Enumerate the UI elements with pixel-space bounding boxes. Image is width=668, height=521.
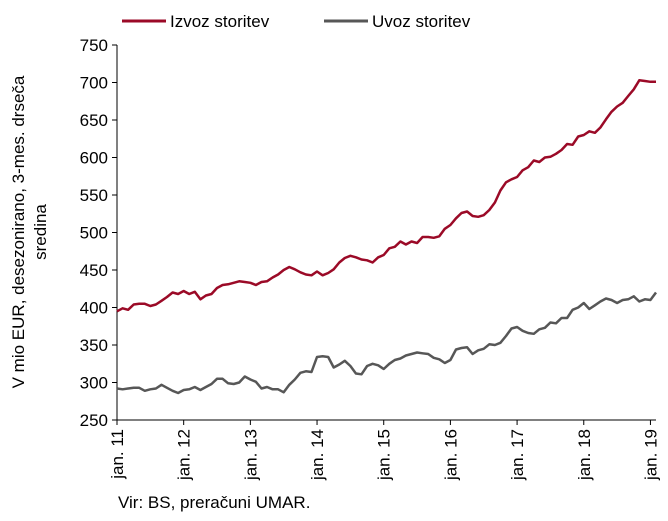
y-tick-label: 600: [80, 149, 108, 168]
y-axis: 250 300 350 400 450 500 550 600 650 700 750: [80, 36, 118, 430]
x-tick-label: jan. 19: [641, 429, 660, 481]
series-line-izvoz: [116, 79, 656, 313]
x-tick-label: jan. 18: [575, 429, 594, 481]
x-tick-label: jan. 13: [241, 429, 260, 481]
y-axis-title-line-2: sredina: [31, 204, 50, 260]
y-tick-label: 500: [80, 224, 108, 243]
y-tick-label: 350: [80, 336, 108, 355]
series-line-uvoz: [116, 291, 658, 395]
legend: Izvoz storitev Uvoz storitev: [122, 12, 471, 31]
x-axis: jan. 11 jan. 12 jan. 13 jan. 14 jan. 15 jan. …: [108, 419, 660, 481]
x-tick-label: jan. 14: [308, 429, 327, 481]
x-tick-label: jan. 15: [375, 429, 394, 481]
y-tick-label: 450: [80, 261, 108, 280]
y-tick-label: 700: [80, 74, 108, 93]
y-tick-label: 750: [80, 36, 108, 55]
y-tick-label: 550: [80, 186, 108, 205]
x-tick-label: jan. 17: [508, 429, 527, 481]
y-tick-label: 300: [80, 374, 108, 393]
legend-label-uvoz: Uvoz storitev: [372, 12, 471, 31]
y-axis-title-line-1: V mio EUR, desezonirano, 3-mes. drseča: [9, 75, 28, 388]
y-tick-label: 400: [80, 299, 108, 318]
series-lines: [116, 79, 658, 395]
y-tick-label: 650: [80, 111, 108, 130]
y-tick-label: 250: [80, 411, 108, 430]
x-tick-label: jan. 12: [175, 429, 194, 481]
legend-label-izvoz: Izvoz storitev: [170, 12, 270, 31]
x-tick-label: jan. 11: [108, 429, 127, 480]
x-tick-label: jan. 16: [441, 429, 460, 481]
source-note: Vir: BS, preračuni UMAR.: [118, 493, 311, 512]
